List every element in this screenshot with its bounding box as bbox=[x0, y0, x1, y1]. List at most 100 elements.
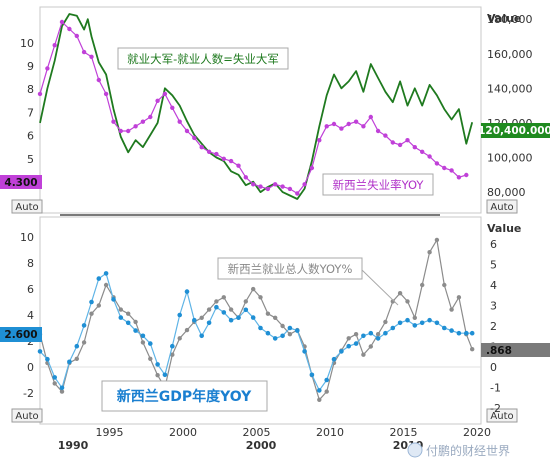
svg-text:新西兰失业率YOY: 新西兰失业率YOY bbox=[333, 178, 425, 192]
unemployment-rate-series-point bbox=[251, 182, 256, 187]
unemployment-rate-series-point bbox=[442, 165, 447, 171]
gdp-yoy-series-point bbox=[469, 330, 475, 336]
top-left-tick-label: 9 bbox=[27, 60, 34, 73]
gdp-yoy-series-point bbox=[81, 323, 87, 328]
top-right-auto-button[interactable]: Auto bbox=[486, 199, 518, 214]
gdp-yoy-series-point bbox=[265, 330, 271, 336]
employment-yoy-series-point bbox=[133, 319, 138, 325]
employment-yoy-series-point bbox=[177, 336, 182, 341]
bottom-right-auto-button[interactable]: Auto bbox=[486, 408, 518, 423]
top-left-tick-label: 6 bbox=[27, 130, 34, 143]
badge-unemployed: 120,400.000 bbox=[478, 123, 550, 138]
employment-yoy-series-point bbox=[361, 352, 366, 357]
top-plot-frame bbox=[39, 6, 482, 214]
unemployment-rate-series-point bbox=[96, 77, 102, 83]
gdp-yoy-series-point bbox=[228, 317, 234, 323]
top-right-tick-label: 100,000 bbox=[487, 152, 533, 165]
bottom-left-tick-label: -2 bbox=[23, 387, 34, 400]
bottom-left-tick-label: 8 bbox=[27, 257, 34, 270]
unemployment-rate-series-point bbox=[148, 114, 153, 120]
employment-yoy-series-point bbox=[206, 307, 212, 312]
svg-text:.868: .868 bbox=[486, 345, 512, 357]
unemployment-rate-series-point bbox=[317, 138, 322, 143]
svg-text:2.600: 2.600 bbox=[4, 329, 37, 341]
gdp-yoy-series-point bbox=[397, 320, 403, 326]
unemployment-rate-series-point bbox=[45, 66, 50, 71]
gdp-yoy-series-point bbox=[221, 310, 227, 315]
employment-yoy-series-point bbox=[383, 319, 388, 325]
svg-text:Auto: Auto bbox=[15, 202, 38, 213]
top-right-tick-label: 80,000 bbox=[487, 186, 526, 199]
employment-yoy-series-point bbox=[221, 295, 226, 300]
employment-yoy-series-point bbox=[251, 286, 256, 292]
svg-text:Auto: Auto bbox=[490, 202, 513, 213]
unemployment-rate-series-point bbox=[375, 128, 381, 134]
unemployment-rate-series-point bbox=[420, 149, 425, 154]
unemployment-rate-series-point bbox=[464, 172, 469, 178]
gdp-yoy-series-point bbox=[419, 320, 425, 326]
unemployment-rate-series-point bbox=[214, 151, 219, 157]
unemployment-rate-series-point bbox=[295, 191, 300, 196]
gdp-yoy-series-point bbox=[118, 315, 124, 320]
employment-yoy-series-point bbox=[405, 299, 410, 304]
top-right-tick-label: 140,000 bbox=[487, 82, 533, 95]
employment-yoy-series-point bbox=[258, 295, 263, 300]
unemployment-rate-series-point bbox=[74, 33, 80, 39]
unemployment-rate-series-point bbox=[390, 140, 395, 145]
employment-yoy-series-point bbox=[243, 299, 248, 304]
unemployment-rate-series-point bbox=[368, 114, 373, 120]
unemployment-rate-series-point bbox=[265, 186, 271, 192]
top-left-auto-button[interactable]: Auto bbox=[11, 199, 43, 214]
gdp-yoy-series-point bbox=[236, 315, 241, 320]
unemployment-rate-series-point bbox=[273, 182, 278, 187]
unemployment-rate-series-point bbox=[324, 124, 329, 129]
employment-yoy-series-point bbox=[155, 373, 160, 378]
gdp-yoy-series-point bbox=[272, 336, 278, 341]
employment-yoy-series-point bbox=[273, 315, 278, 320]
gdp-yoy-series-point bbox=[383, 330, 388, 336]
employment-yoy-series-point bbox=[170, 352, 175, 357]
employment-yoy-series-point bbox=[228, 307, 234, 312]
annotation-unemployment-rate: 新西兰失业率YOY bbox=[322, 173, 434, 196]
x-tick-label: 2005 bbox=[243, 426, 271, 439]
gdp-yoy-series-point bbox=[103, 271, 109, 276]
unemployment-rate-series-point bbox=[37, 91, 43, 97]
unemployment-rate-series-point bbox=[353, 119, 359, 124]
unemployment-rate-series-point bbox=[236, 163, 241, 168]
unemployment-rate-series-point bbox=[126, 128, 131, 134]
employment-yoy-series-point bbox=[126, 311, 131, 316]
gdp-yoy-series-point bbox=[96, 276, 102, 281]
unemployment-rate-series-point bbox=[162, 91, 168, 97]
gdp-yoy-series-point bbox=[243, 307, 249, 313]
employment-yoy-series-point bbox=[427, 250, 432, 255]
gdp-yoy-series-point bbox=[148, 341, 153, 346]
employment-yoy-series-point bbox=[52, 381, 57, 386]
unemployment-rate-series-point bbox=[302, 182, 307, 187]
gdp-yoy-series-point bbox=[111, 297, 116, 302]
employment-yoy-series-point bbox=[287, 332, 293, 337]
gdp-yoy-series-point bbox=[412, 323, 418, 328]
gdp-yoy-series-point bbox=[375, 336, 381, 341]
bottom-left-auto-button[interactable]: Auto bbox=[11, 408, 43, 423]
gdp-yoy-series-point bbox=[177, 312, 182, 318]
gdp-yoy-series-point bbox=[199, 333, 204, 339]
employment-yoy-series-point bbox=[140, 340, 146, 345]
gdp-yoy-series-point bbox=[184, 289, 190, 294]
employment-yoy-series-point bbox=[317, 397, 322, 402]
annotation-gdp: 新西兰GDP年度YOY bbox=[101, 380, 268, 412]
top-left-tick-label: 10 bbox=[20, 37, 34, 50]
badge-employment: .868 bbox=[481, 343, 550, 357]
svg-text:新西兰就业总人数YOY%: 新西兰就业总人数YOY% bbox=[228, 262, 353, 276]
unemployment-rate-series-point bbox=[155, 98, 160, 104]
gdp-yoy-series-point bbox=[346, 343, 352, 349]
employment-yoy-series-point bbox=[353, 332, 359, 337]
unemployment-rate-series-point bbox=[81, 49, 87, 55]
gdp-yoy-series-point bbox=[361, 333, 366, 339]
bottom-right-tick-label: -1 bbox=[490, 382, 501, 395]
unemployment-rate-series-point bbox=[434, 161, 440, 166]
employment-yoy-series-point bbox=[59, 389, 65, 394]
top-right-tick-label: 160,000 bbox=[487, 48, 533, 61]
gdp-yoy-series-point bbox=[302, 349, 307, 354]
gdp-yoy-series-point bbox=[287, 325, 293, 331]
